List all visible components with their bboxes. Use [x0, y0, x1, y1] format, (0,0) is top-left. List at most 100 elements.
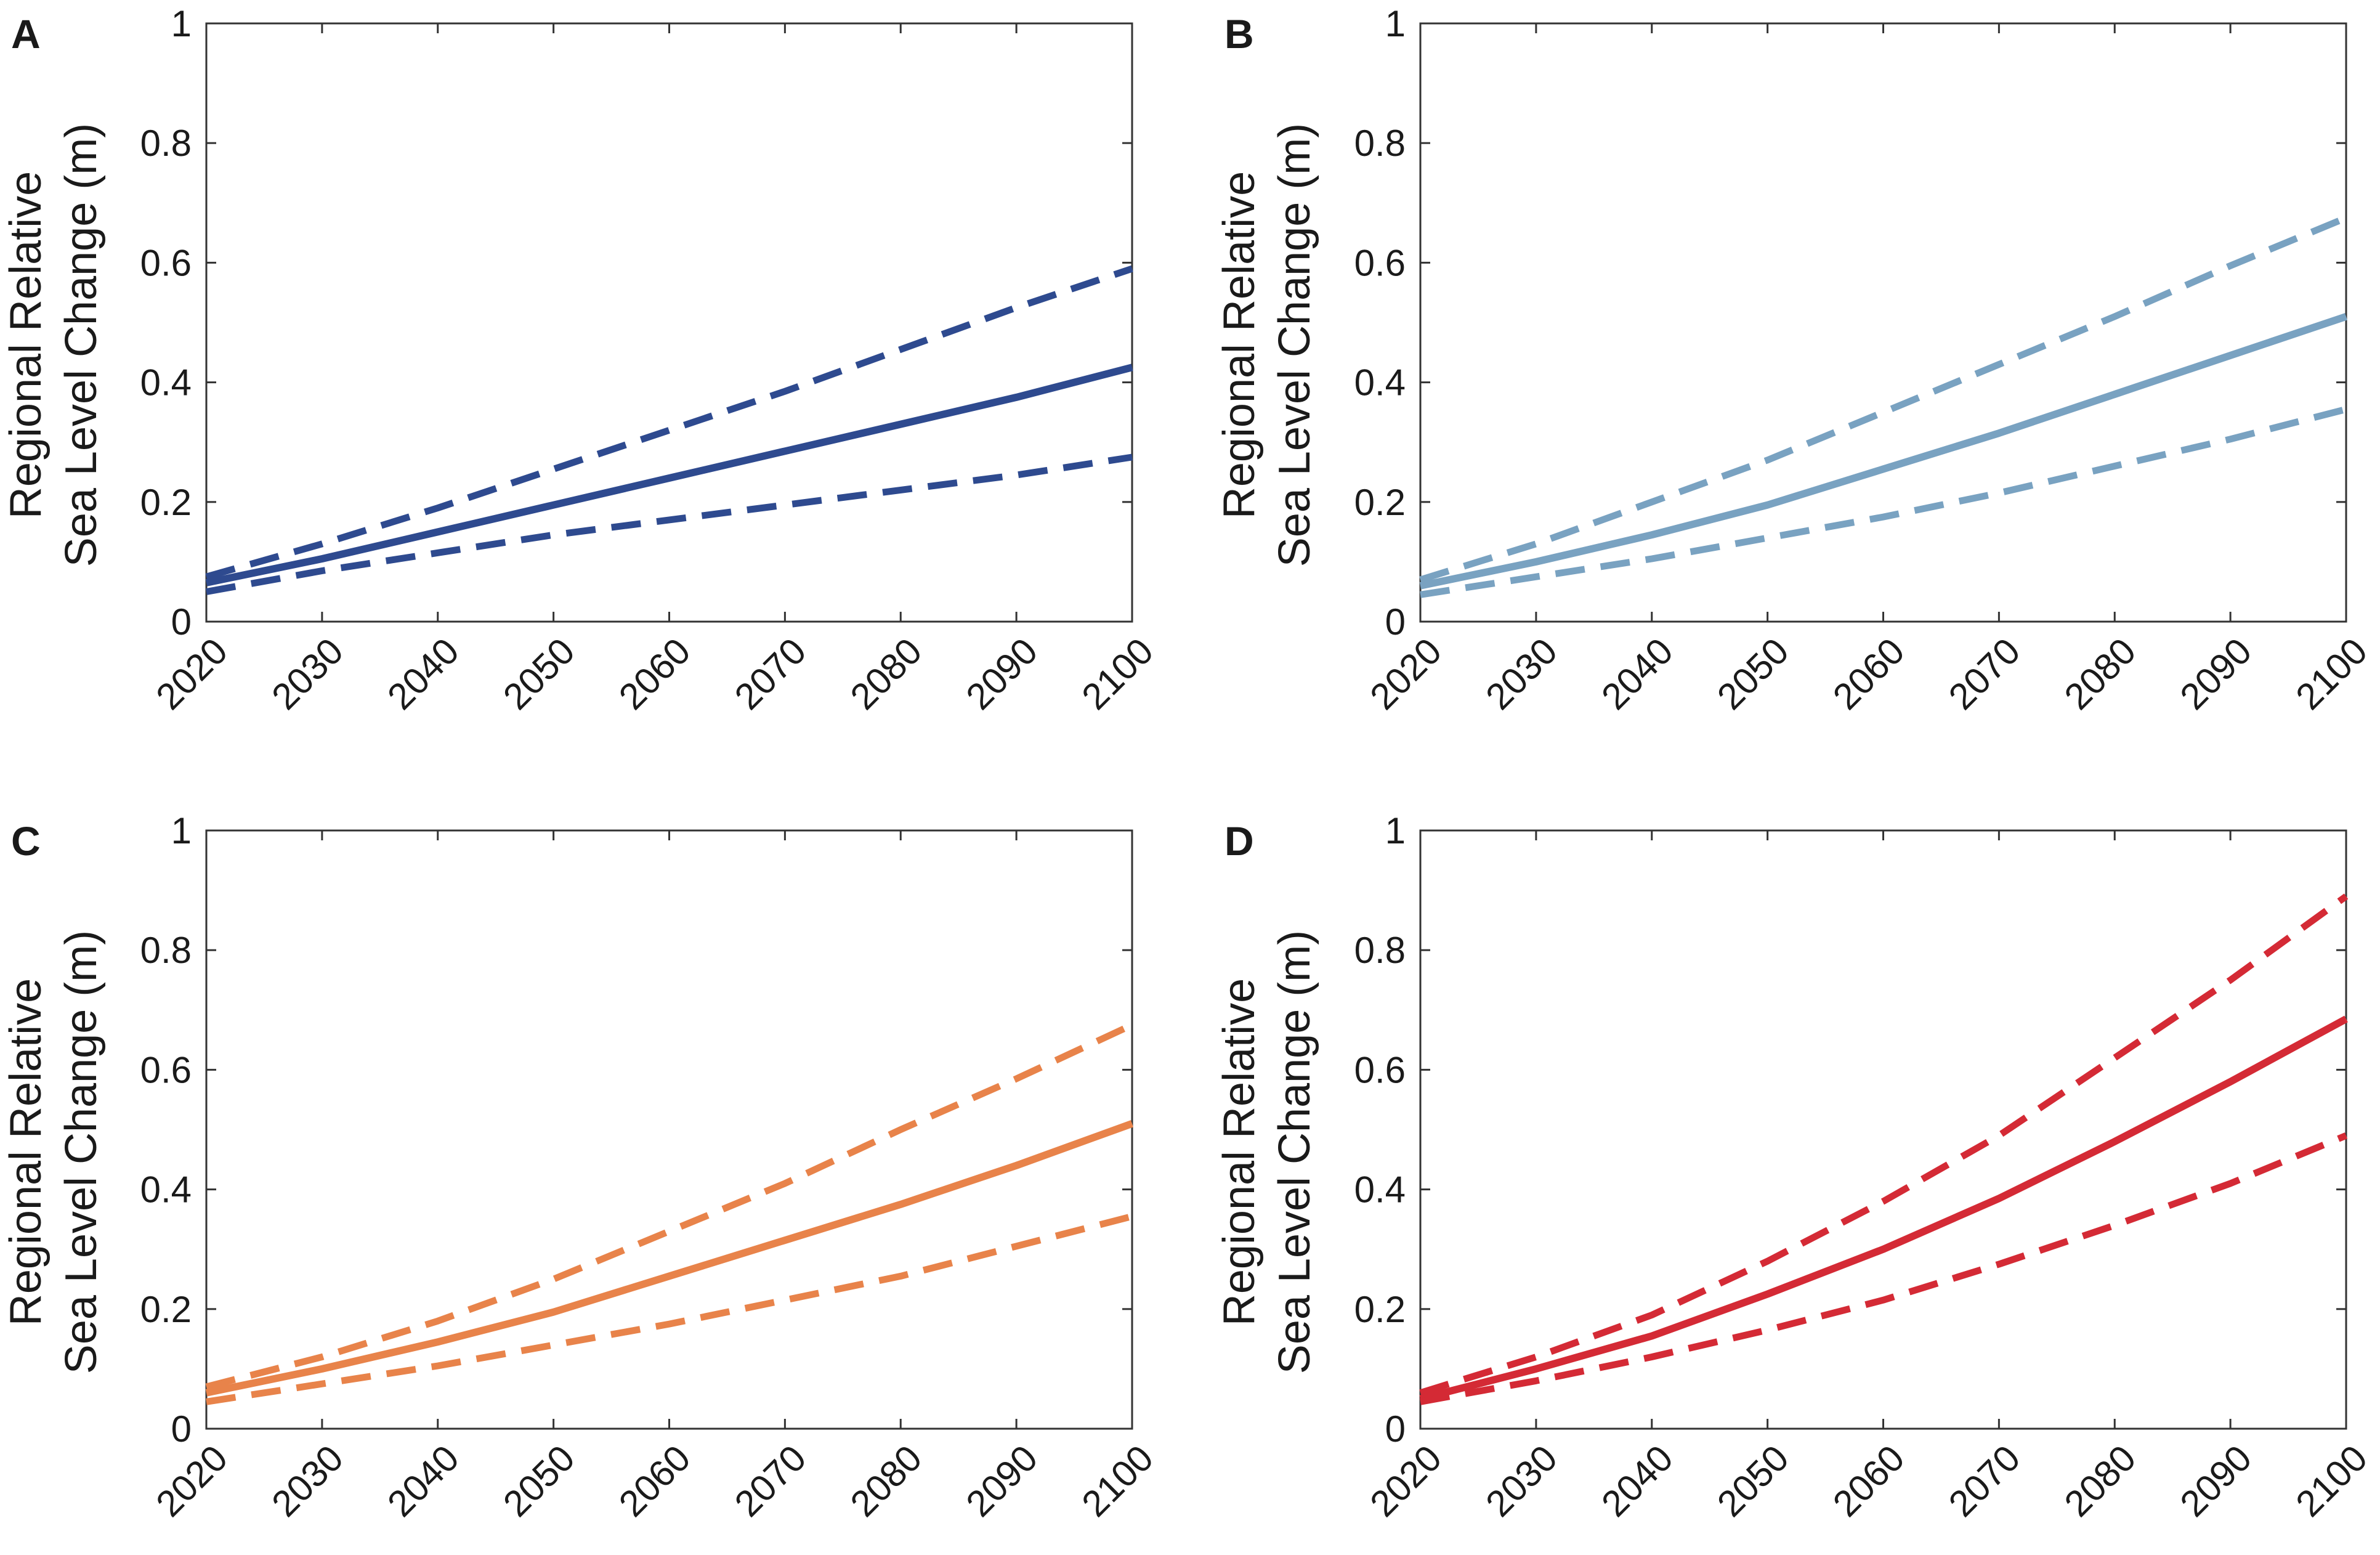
- y-tick-label: 0: [1385, 1408, 1406, 1450]
- plot-frame: [1419, 829, 2347, 1430]
- x-tick-label: 2090: [958, 630, 1046, 718]
- x-tick-label: 2070: [727, 1437, 814, 1525]
- y-tick-label: 0: [1385, 601, 1406, 643]
- y-tick-label: 1: [171, 810, 192, 851]
- y-tick-label: 0.4: [140, 1169, 192, 1211]
- x-tick-label: 2080: [2057, 630, 2144, 718]
- series-line-median: [1419, 313, 2347, 590]
- x-tick-label: 2020: [148, 630, 235, 718]
- x-tick-label: 2040: [1593, 630, 1681, 718]
- series-line-upper: [1419, 893, 2349, 1396]
- plot-frame: [205, 22, 1133, 623]
- x-tick-label: 2040: [1593, 1437, 1681, 1525]
- y-tick-label: 1: [1385, 810, 1406, 851]
- x-tick-label: 2060: [611, 1437, 698, 1525]
- x-tick-label: 2060: [611, 630, 698, 718]
- y-tick-label: 0.2: [140, 1289, 192, 1330]
- y-tick-label: 0.6: [1354, 242, 1406, 283]
- x-tick-label: 2080: [843, 1437, 930, 1525]
- y-axis-label-line2: Sea Level Change (m): [57, 123, 106, 567]
- y-tick-label: 0.8: [1354, 123, 1406, 164]
- x-tick-label: 2050: [495, 630, 583, 718]
- x-tick-label: 2030: [1478, 1437, 1565, 1525]
- y-tick-label: 1: [171, 3, 192, 44]
- panel-letter: D: [1224, 818, 1254, 864]
- series-line-upper: [205, 1021, 1134, 1391]
- series-line-upper: [1419, 214, 2348, 583]
- x-tick-label: 2030: [264, 1437, 351, 1525]
- y-axis-label-line2: Sea Level Change (m): [1270, 930, 1319, 1374]
- x-tick-label: 2060: [1825, 630, 1912, 718]
- y-tick-label: 0.8: [140, 123, 192, 164]
- y-tick-label: 0.2: [1354, 482, 1406, 523]
- x-tick-label: 2090: [2172, 630, 2260, 718]
- series-line-lower: [1420, 405, 2347, 598]
- series-line-lower: [206, 1212, 1133, 1405]
- x-tick-label: 2050: [1709, 1437, 1797, 1525]
- plot-area: [1419, 829, 2349, 1430]
- y-tick-label: 0.8: [1354, 930, 1406, 971]
- y-axis-label: Regional Relative Sea Level Change (m): [1, 123, 106, 567]
- x-tick-label: 2070: [1941, 630, 2028, 718]
- panel-letter: C: [11, 818, 41, 864]
- x-tick-label: 2040: [379, 1437, 467, 1525]
- y-tick-label: 0.4: [1354, 362, 1406, 404]
- y-axis-label-line1: Regional Relative: [1, 171, 51, 519]
- x-tick-label: 2050: [495, 1437, 583, 1525]
- y-tick-label: 0.2: [140, 482, 192, 523]
- y-axis-label-line1: Regional Relative: [1, 978, 51, 1326]
- x-tick-label: 2020: [1362, 630, 1449, 718]
- x-tick-label: 2020: [148, 1437, 235, 1525]
- panel-letter: B: [1224, 11, 1254, 57]
- y-tick-label: 1: [1385, 3, 1406, 44]
- series-line-median: [205, 1120, 1134, 1397]
- x-tick-label: 2040: [379, 630, 467, 718]
- x-tick-label: 2080: [843, 630, 930, 718]
- x-tick-label: 2070: [1941, 1437, 2028, 1525]
- series-line-lower: [1420, 1132, 2348, 1405]
- x-tick-label: 2030: [264, 630, 351, 718]
- y-axis-label-line1: Regional Relative: [1215, 171, 1264, 519]
- y-tick-label: 0.2: [1354, 1289, 1406, 1330]
- x-tick-label: 2100: [2288, 630, 2375, 718]
- y-axis-label: Regional Relative Sea Level Change (m): [1215, 930, 1319, 1374]
- x-tick-label: 2070: [727, 630, 814, 718]
- x-tick-label: 2090: [958, 1437, 1046, 1525]
- panel-a: A Regional Relative Sea Level Change (m)…: [1, 3, 1161, 718]
- x-tick-label: 2100: [1074, 630, 1161, 718]
- series-line-lower: [206, 453, 1133, 595]
- x-tick-label: 2050: [1709, 630, 1797, 718]
- y-tick-label: 0.6: [140, 242, 192, 283]
- plot-frame: [1419, 22, 2347, 623]
- panel-b: B Regional Relative Sea Level Change (m)…: [1215, 3, 2375, 718]
- y-axis-label-line1: Regional Relative: [1215, 978, 1264, 1326]
- x-tick-label: 2020: [1362, 1437, 1449, 1525]
- plot-area: [205, 829, 1134, 1430]
- y-axis-label-line2: Sea Level Change (m): [1270, 123, 1319, 567]
- x-tick-label: 2060: [1825, 1437, 1912, 1525]
- y-tick-label: 0.6: [140, 1049, 192, 1090]
- series-line-median: [205, 363, 1133, 587]
- y-tick-label: 0.4: [1354, 1169, 1406, 1211]
- y-tick-label: 0.8: [140, 930, 192, 971]
- y-tick-label: 0.6: [1354, 1049, 1406, 1090]
- series-line-upper: [205, 265, 1133, 580]
- y-tick-label: 0: [171, 601, 192, 643]
- y-tick-label: 0.4: [140, 362, 192, 404]
- x-tick-label: 2030: [1478, 630, 1565, 718]
- panel-d: D Regional Relative Sea Level Change (m)…: [1215, 810, 2375, 1525]
- panel-c: C Regional Relative Sea Level Change (m)…: [1, 810, 1161, 1525]
- y-axis-label: Regional Relative Sea Level Change (m): [1, 930, 106, 1374]
- plot-area: [205, 22, 1133, 623]
- x-tick-label: 2090: [2172, 1437, 2260, 1525]
- x-tick-label: 2100: [1074, 1437, 1161, 1525]
- y-tick-label: 0: [171, 1408, 192, 1450]
- y-axis-label-line2: Sea Level Change (m): [57, 930, 106, 1374]
- panel-letter: A: [11, 11, 41, 57]
- y-axis-label: Regional Relative Sea Level Change (m): [1215, 123, 1319, 567]
- plot-area: [1419, 22, 2348, 623]
- x-tick-label: 2080: [2057, 1437, 2144, 1525]
- series-line-median: [1419, 1015, 2348, 1403]
- plot-frame: [205, 829, 1133, 1430]
